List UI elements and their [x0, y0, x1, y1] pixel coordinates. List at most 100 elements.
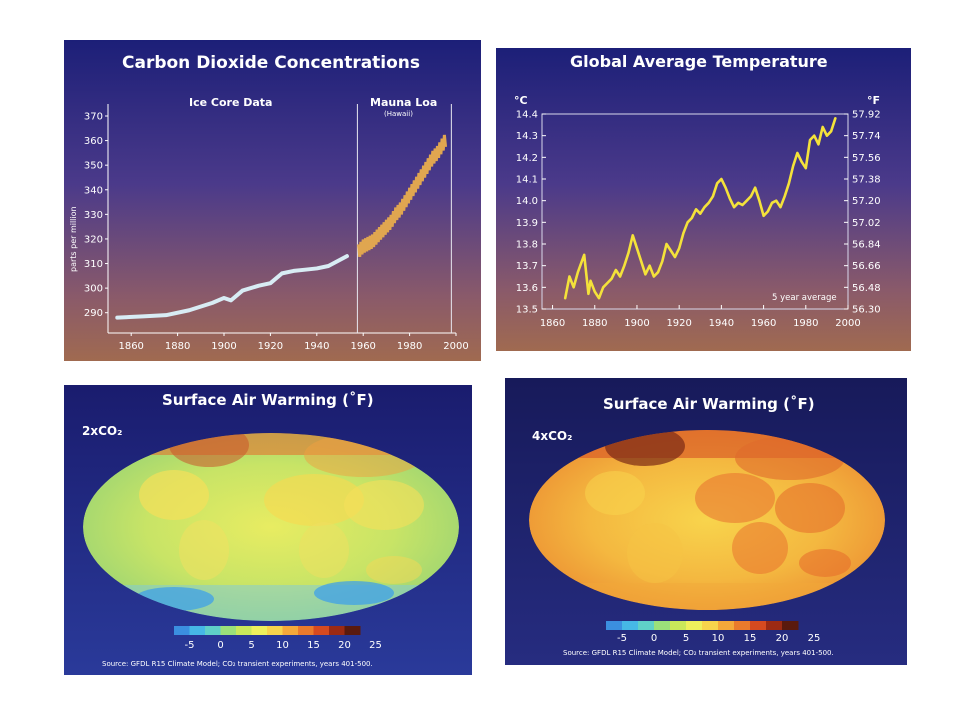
colorbar-label: 25 [369, 640, 382, 651]
temperature-right-tick-label: 56.66 [852, 261, 881, 272]
temperature-y-tick-label: 13.6 [516, 283, 538, 294]
co2-y-tick-label: 320 [84, 234, 103, 245]
colorbar-label: 5 [248, 640, 254, 651]
temperature-x-tick-label: 1880 [582, 318, 607, 329]
temperature-right-tick-label: 57.74 [852, 131, 881, 142]
temperature-chart-title: Global Average Temperature [570, 52, 828, 71]
colorbar-label: 20 [776, 633, 789, 644]
co2-x-tick-label: 1920 [258, 341, 283, 352]
temperature-chart: Global Average Temperature °C °F 5 year … [496, 48, 911, 351]
colorbar-label: -5 [185, 640, 195, 651]
temperature-plot-frame [541, 113, 849, 310]
colorbar-swatch [236, 626, 252, 635]
colorbar-swatch [766, 621, 783, 630]
co2-chart: Carbon Dioxide Concentrations Ice Core D… [64, 40, 481, 361]
temperature-line [563, 117, 837, 300]
colorbar-swatch [622, 621, 639, 630]
temperature-x-tick-label: 1980 [793, 318, 818, 329]
temperature-y-tick-label: 14.0 [516, 196, 538, 207]
colorbar-swatch [654, 621, 671, 630]
co2-y-tick-label: 370 [84, 112, 103, 123]
colorbar-swatch [750, 621, 767, 630]
map-2x-title: Surface Air Warming (˚F) [162, 391, 374, 409]
co2-chart-panel: Carbon Dioxide Concentrations Ice Core D… [64, 40, 481, 361]
temperature-chart-panel: Global Average Temperature °C °F 5 year … [496, 48, 911, 351]
temperature-x-tick-label: 1860 [540, 318, 565, 329]
colorbar-swatch [267, 626, 283, 635]
co2-x-tick-label: 1960 [350, 341, 375, 352]
mauna-loa-label: Mauna Loa [370, 96, 437, 109]
colorbar-swatch [718, 621, 735, 630]
colorbar-label: -5 [617, 633, 627, 644]
temperature-y-tick-label: 14.1 [516, 175, 538, 186]
temperature-right-tick-label: 56.84 [852, 240, 881, 251]
map-4x-scenario-label: 4xCO₂ [532, 429, 572, 443]
colorbar-label: 10 [276, 640, 289, 651]
co2-ice-core-line [115, 254, 349, 320]
colorbar-swatch [251, 626, 268, 635]
temperature-y-tick-label: 13.8 [516, 240, 538, 251]
colorbar-label: 25 [808, 633, 821, 644]
temperature-x-tick-label: 1960 [751, 318, 776, 329]
fahrenheit-label: °F [867, 94, 880, 107]
warming-map-2x-panel: Surface Air Warming (˚F) 2xCO₂ -5 0 5 10 15 2… [64, 385, 472, 675]
co2-x-tick-label: 1940 [304, 341, 329, 352]
co2-y-tick-label: 350 [84, 161, 103, 172]
temperature-y-tick-label: 14.3 [516, 131, 538, 142]
temperature-y-tick-label: 14.2 [516, 153, 538, 164]
colorbar-swatch [670, 621, 687, 630]
colorbar-label: 20 [338, 640, 351, 651]
colorbar-swatch [298, 626, 314, 635]
temperature-x-tick-label: 1920 [666, 318, 691, 329]
colorbar-label: 10 [712, 633, 725, 644]
colorbar-swatch [782, 621, 799, 630]
temperature-x-tick-label: 1940 [709, 318, 734, 329]
colorbar-label: 0 [651, 633, 657, 644]
temperature-right-tick-label: 57.92 [852, 110, 881, 121]
colorbar-swatch [189, 626, 206, 635]
colorbar-label: 15 [307, 640, 320, 651]
colorbar-swatch [344, 626, 361, 635]
colorbar-label: 5 [683, 633, 689, 644]
co2-x-tick-label: 1880 [165, 341, 190, 352]
colorbar-swatch [606, 621, 623, 630]
co2-x-tick-label: 2000 [443, 341, 468, 352]
warming-map-4x-panel: Surface Air Warming (˚F) 4xCO₂ -5 0 5 10 15 2… [505, 378, 907, 665]
colorbar-swatch [220, 626, 237, 635]
ice-core-label: Ice Core Data [189, 96, 272, 109]
colorbar-swatch [282, 626, 299, 635]
temperature-right-tick-label: 57.20 [852, 196, 881, 207]
temperature-x-tick-label: 2000 [835, 318, 860, 329]
co2-y-tick-label: 340 [84, 185, 103, 196]
temperature-right-tick-label: 57.38 [852, 175, 881, 186]
map-4x-source: Source: GFDL R15 Climate Model; CO₂ tran… [563, 649, 834, 657]
temperature-y-tick-label: 14.4 [516, 110, 538, 121]
colorbar-4x: -5 0 5 10 15 20 25 [606, 621, 820, 644]
co2-mauna-loa-line [357, 134, 448, 258]
co2-x-tick-label: 1860 [118, 341, 143, 352]
colorbar-label: 15 [744, 633, 757, 644]
temperature-y-tick-label: 13.9 [516, 218, 538, 229]
celsius-label: °C [514, 94, 528, 107]
hawaii-label: (Hawaii) [384, 110, 413, 118]
co2-y-tick-label: 310 [84, 259, 103, 270]
co2-chart-title: Carbon Dioxide Concentrations [122, 53, 420, 73]
colorbar-label: 0 [217, 640, 223, 651]
colorbar-swatch [205, 626, 221, 635]
colorbar-swatch [702, 621, 719, 630]
temperature-y-tick-label: 13.7 [516, 261, 538, 272]
temperature-y-tick-label: 13.5 [516, 305, 538, 316]
colorbar-swatch [734, 621, 751, 630]
colorbar-swatch [313, 626, 330, 635]
temperature-right-tick-label: 56.48 [852, 283, 881, 294]
colorbar-swatch [329, 626, 345, 635]
co2-y-tick-label: 360 [84, 136, 103, 147]
colorbar-swatch [686, 621, 703, 630]
temperature-right-tick-label: 57.02 [852, 218, 881, 229]
map-2x-scenario-label: 2xCO₂ [82, 424, 122, 438]
co2-y-axis-label: parts per million [69, 206, 78, 272]
temperature-x-tick-label: 1900 [624, 318, 649, 329]
co2-x-tick-label: 1900 [211, 341, 236, 352]
colorbar-2x: -5 0 5 10 15 20 25 [174, 626, 382, 651]
temperature-right-tick-label: 56.30 [852, 305, 881, 316]
